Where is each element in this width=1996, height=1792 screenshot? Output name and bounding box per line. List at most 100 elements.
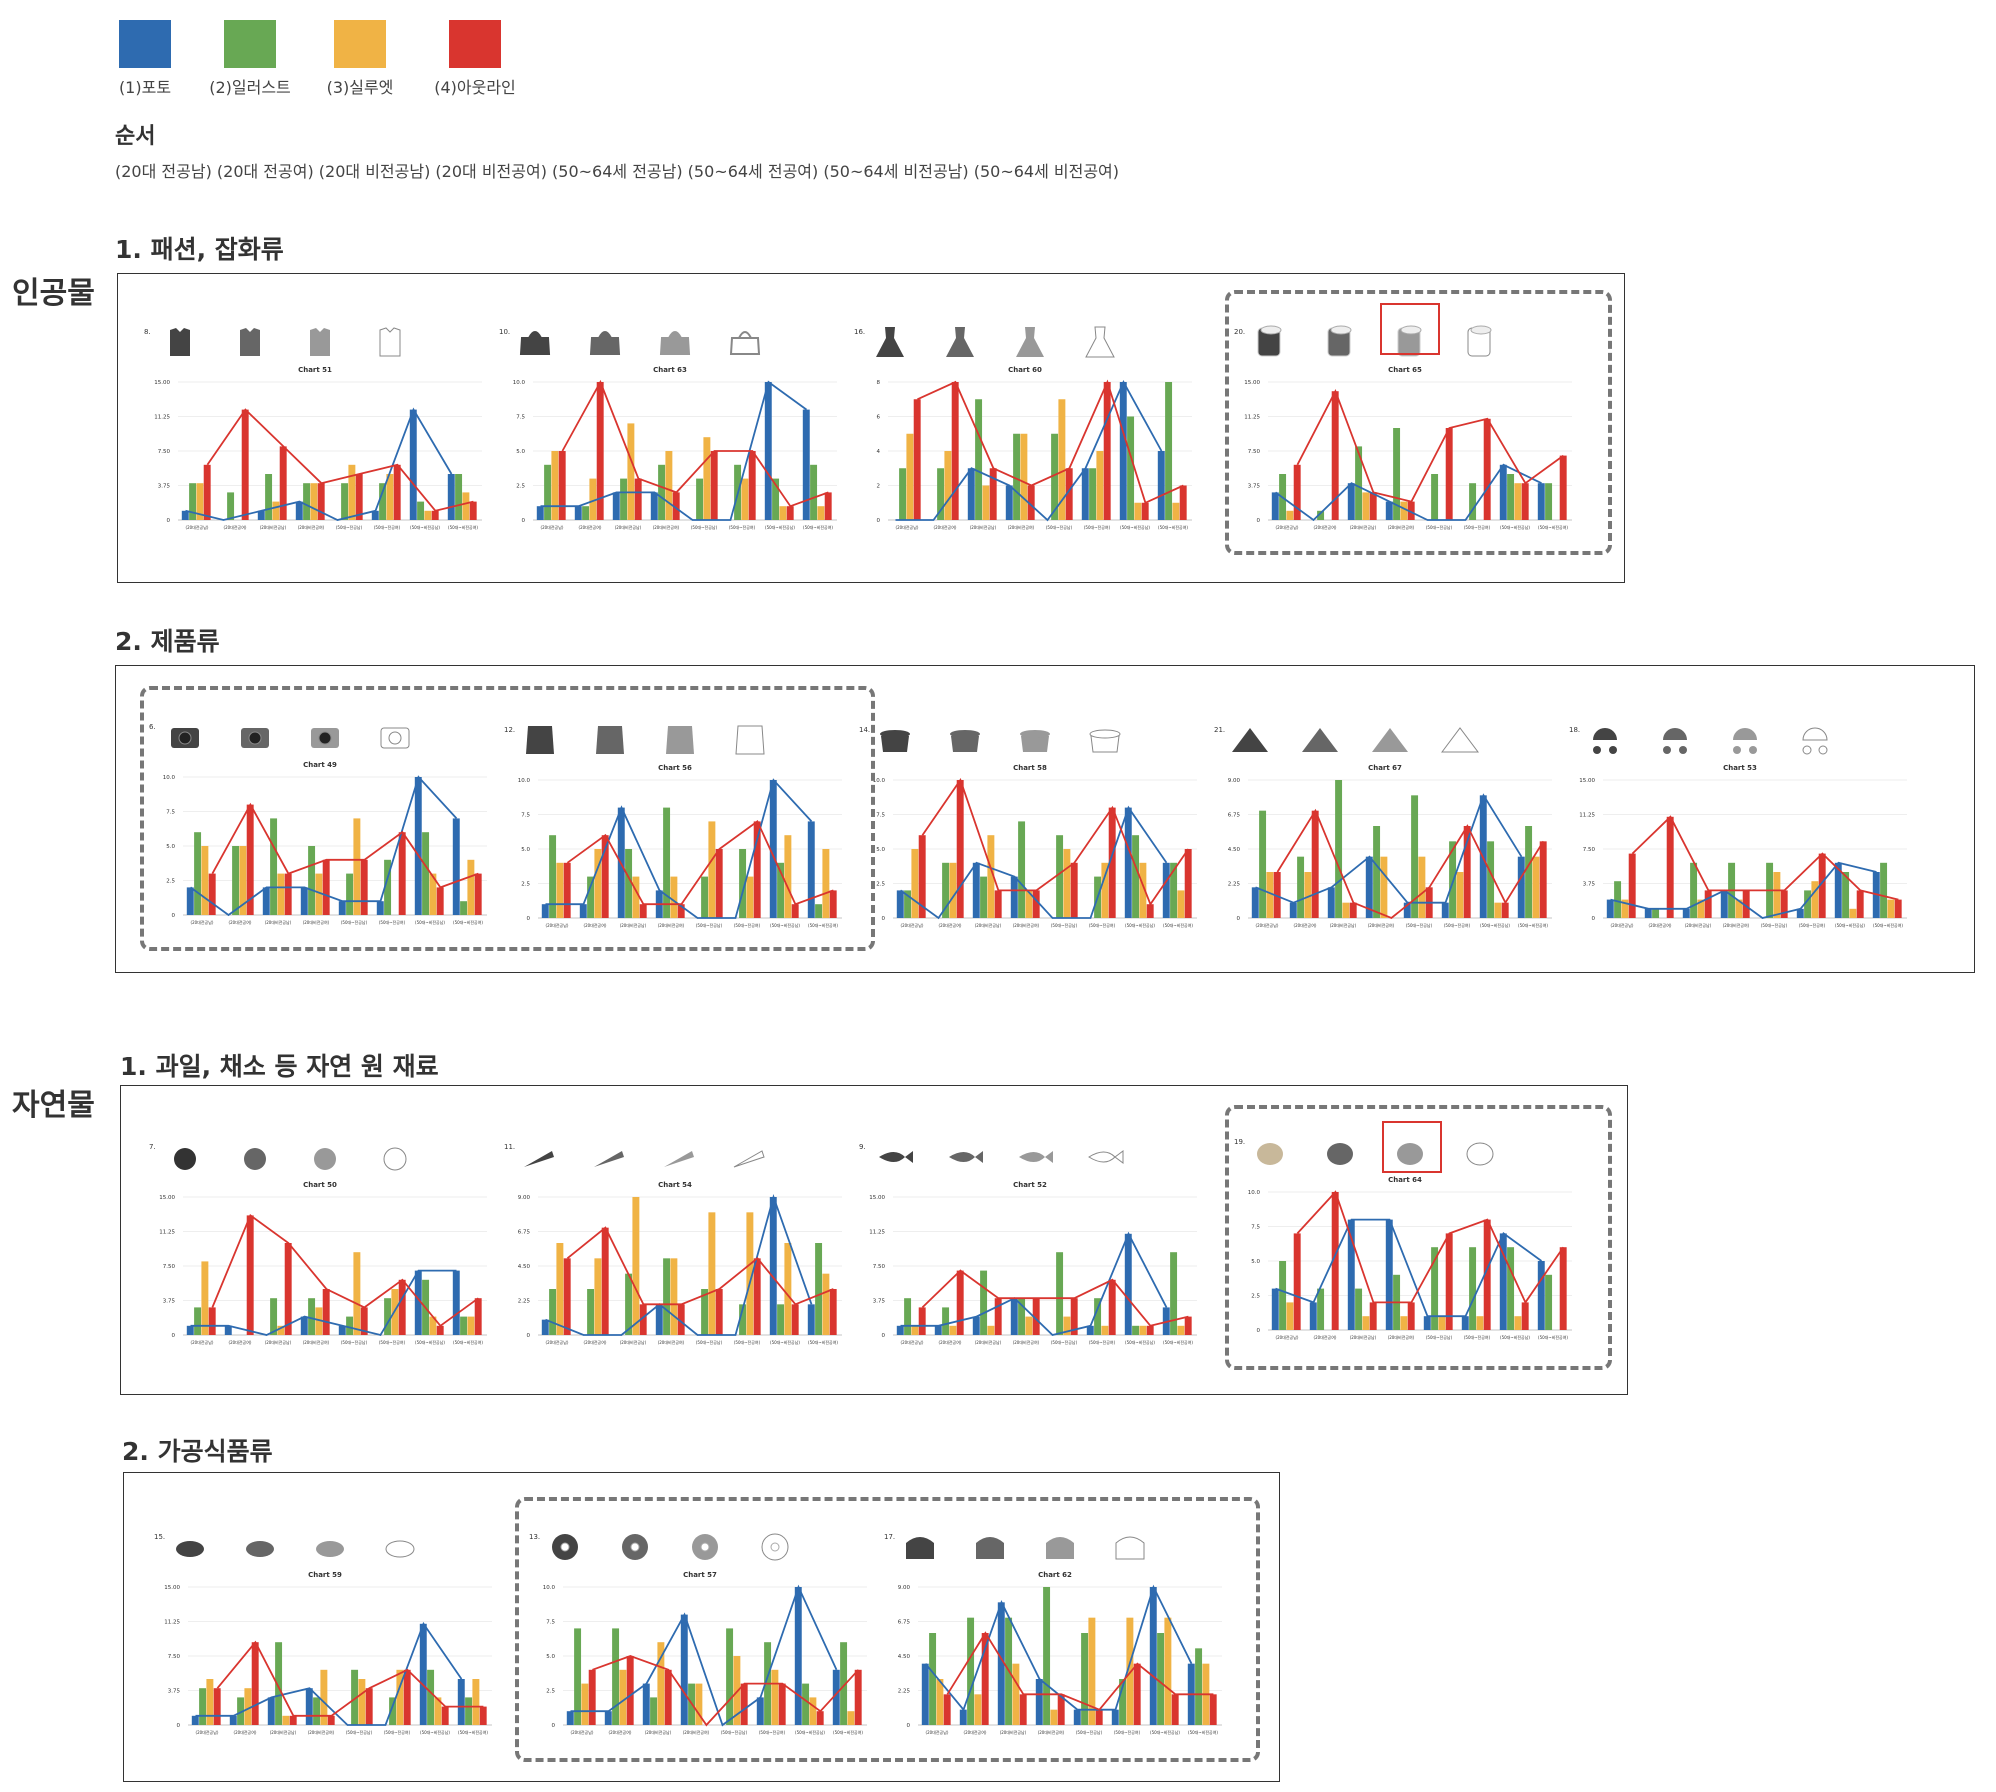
x-tick-label: (20대비전공여) [1388, 524, 1415, 530]
bar [1309, 1302, 1317, 1330]
bar [201, 1261, 209, 1335]
bar [1035, 1679, 1043, 1725]
bar [847, 1711, 855, 1725]
bar [943, 1694, 951, 1725]
x-tick-label: (20대비전공남) [265, 1339, 292, 1345]
y-tick-label: 11.25 [1244, 415, 1260, 421]
bar [778, 1683, 786, 1725]
x-tick-label: (50대~전공여) [729, 524, 756, 530]
x-tick-label: (20대비전공여) [1013, 1339, 1040, 1345]
y-tick-label: 0 [1257, 1328, 1261, 1334]
y-tick-label: 4 [877, 449, 881, 455]
y-tick-label: 2.25 [1228, 882, 1241, 888]
highlight-box-chart-57-62 [515, 1497, 1260, 1762]
panel-raw-materials [120, 1085, 1628, 1395]
bar [918, 835, 926, 918]
y-tick-label: 0 [882, 916, 886, 922]
bar [1431, 1247, 1439, 1330]
x-tick-label: (50대~비전공여) [1163, 922, 1193, 928]
bar [1621, 899, 1629, 918]
x-tick-label: (20대전공여) [939, 922, 962, 928]
bar [708, 1212, 716, 1335]
y-tick-label: 2.5 [166, 879, 175, 885]
bar [581, 1683, 589, 1725]
bar [194, 832, 202, 915]
series-line [185, 407, 453, 521]
bar [1271, 1288, 1279, 1330]
legend-item-outline: (4)아웃라인 [430, 20, 520, 98]
y-tick-label: 2.25 [898, 1689, 911, 1695]
bar [1050, 1709, 1058, 1725]
fish-icon [879, 1151, 913, 1163]
x-tick-label: (20대비전공남) [1350, 1334, 1377, 1340]
y-tick-label: 10.0 [873, 778, 886, 784]
item-number: 20. [1234, 328, 1245, 336]
x-tick-label: (20대비전공남) [1330, 922, 1357, 928]
bread-icon [1046, 1537, 1074, 1559]
bar [265, 474, 273, 520]
x-tick-label: (20대비전공남) [270, 1729, 297, 1735]
bar [601, 835, 609, 918]
chart-title: Chart 57 [683, 1571, 717, 1579]
y-tick-label: 7.5 [546, 1620, 555, 1626]
fish-icon [1019, 1151, 1053, 1163]
bar [338, 1325, 346, 1335]
chicken-icon [1257, 1143, 1283, 1165]
order-text: (20대 전공남) (20대 전공여) (20대 비전공남) (20대 비전공여… [115, 162, 1120, 181]
y-tick-label: 9.00 [898, 1585, 911, 1591]
bar [972, 1316, 980, 1335]
bar [829, 1289, 837, 1335]
bar [1051, 433, 1059, 520]
bar [1134, 502, 1142, 520]
legend-label-outline: (4)아웃라인 [434, 78, 516, 97]
bar [1094, 1298, 1102, 1335]
carrot-icon [733, 1150, 765, 1168]
y-tick-label: 11.25 [164, 1620, 180, 1626]
item-number: 12. [504, 726, 515, 734]
y-tick-label: 15.00 [1244, 380, 1260, 386]
bar [1880, 862, 1888, 918]
bar [279, 446, 287, 520]
bar [393, 464, 401, 520]
bar [1347, 1219, 1355, 1330]
bar [899, 468, 907, 520]
y-tick-label: 15.00 [159, 1195, 175, 1201]
bar [1487, 841, 1495, 918]
series-line [1276, 808, 1545, 920]
stroller-icon-wheel [1663, 746, 1671, 754]
x-tick-label: (50대~비전공남) [415, 1339, 445, 1345]
camera-icon-lens [178, 731, 192, 745]
bar [441, 1706, 449, 1725]
bar [696, 478, 704, 520]
bar [1704, 890, 1712, 918]
bar [460, 901, 468, 915]
bar [1132, 835, 1140, 918]
bar [1286, 510, 1294, 520]
x-tick-label: (20대비전공남) [970, 524, 997, 530]
bar [227, 492, 235, 520]
y-tick-label: 10.0 [1248, 1190, 1261, 1196]
x-tick-label: (20대비전공남) [620, 922, 647, 928]
x-tick-label: (20대비전공여) [1038, 1729, 1065, 1735]
x-tick-label: (50대~전공남) [1046, 524, 1073, 530]
y-tick-label: 11.25 [1579, 813, 1595, 819]
bar [663, 1258, 671, 1335]
bar [1856, 890, 1864, 918]
bar [1804, 890, 1812, 918]
highlight-box-chart-64 [1225, 1105, 1612, 1370]
x-tick-label: (20대전공남) [546, 1339, 569, 1345]
y-tick-label: 6.75 [518, 1230, 531, 1236]
x-tick-label: (50대~전공여) [1464, 1334, 1491, 1340]
bar [1063, 849, 1071, 918]
series-line [899, 805, 1168, 920]
y-tick-label: 0 [1257, 518, 1261, 524]
handbag-icon [519, 331, 551, 355]
bar [1111, 1709, 1119, 1725]
legend-label-photo: (1)포토 [118, 78, 172, 97]
chart-title: Chart 51 [298, 366, 332, 374]
apple-icon [314, 1148, 336, 1170]
carrot-icon [524, 1151, 554, 1167]
y-tick-label: 3.75 [1248, 484, 1261, 490]
bar [784, 1243, 792, 1335]
bar [1456, 872, 1464, 918]
